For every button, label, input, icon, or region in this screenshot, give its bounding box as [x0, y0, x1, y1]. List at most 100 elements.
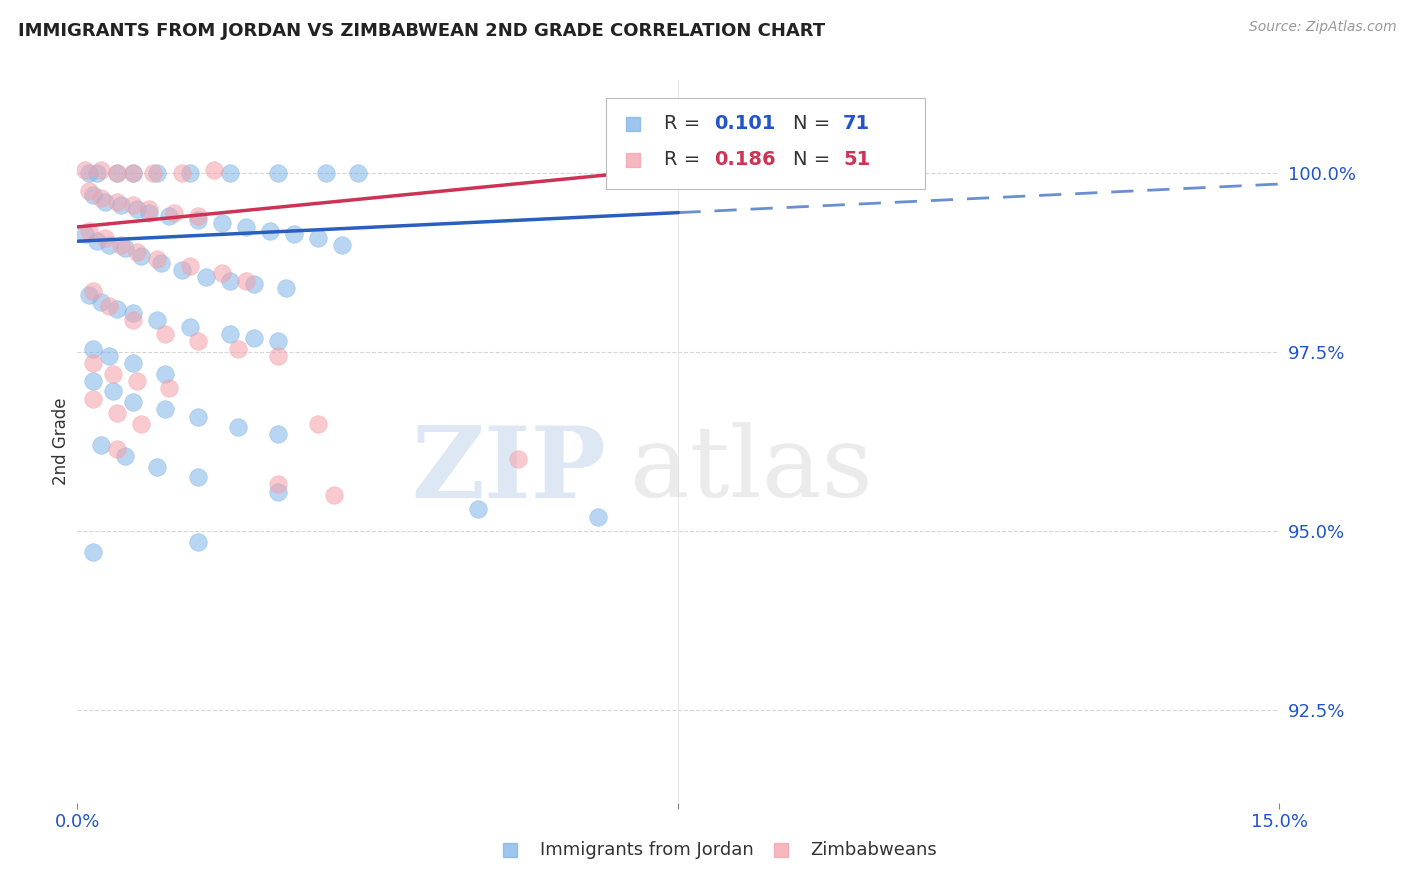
Point: [330, 237, 353, 252]
Point: [226, 342, 249, 356]
Point: [86, 166, 108, 180]
Point: [170, 166, 193, 180]
Point: [155, 367, 177, 381]
Point: [82, 356, 104, 370]
Point: [107, 194, 129, 209]
Point: [267, 349, 290, 363]
Text: R =: R =: [664, 114, 706, 133]
Point: [82, 392, 104, 406]
Point: [179, 260, 201, 274]
Point: [162, 205, 184, 219]
Point: [127, 244, 149, 259]
Point: [267, 484, 290, 499]
Point: [82, 374, 104, 388]
Point: [103, 384, 125, 399]
Point: [218, 327, 240, 342]
Point: [226, 420, 249, 434]
Text: IMMIGRANTS FROM JORDAN VS ZIMBABWEAN 2ND GRADE CORRELATION CHART: IMMIGRANTS FROM JORDAN VS ZIMBABWEAN 2ND…: [18, 22, 825, 40]
Point: [179, 166, 201, 180]
Point: [107, 302, 129, 317]
Point: [107, 406, 129, 420]
Point: [187, 212, 209, 227]
Point: [588, 509, 610, 524]
Point: [98, 349, 121, 363]
Point: [122, 198, 145, 212]
Point: [79, 288, 101, 302]
Point: [150, 256, 173, 270]
Point: [146, 459, 169, 474]
Point: [146, 313, 169, 327]
Point: [146, 166, 169, 180]
Point: [79, 166, 101, 180]
Text: R =: R =: [664, 150, 706, 169]
Point: [242, 331, 264, 345]
Point: [218, 166, 240, 180]
Point: [90, 295, 112, 310]
Point: [315, 166, 337, 180]
Point: [347, 166, 370, 180]
Point: [508, 452, 530, 467]
Point: [98, 237, 121, 252]
Point: [187, 334, 209, 349]
Point: [122, 395, 145, 409]
Point: [94, 194, 117, 209]
Point: [267, 334, 290, 349]
Point: [86, 234, 108, 248]
Point: [131, 248, 153, 262]
Point: [194, 270, 217, 285]
Point: [82, 285, 104, 299]
Point: [107, 166, 129, 180]
Point: [307, 417, 329, 431]
Point: [187, 409, 209, 424]
Text: Immigrants from Jordan: Immigrants from Jordan: [540, 841, 754, 859]
FancyBboxPatch shape: [606, 98, 925, 189]
Point: [82, 187, 104, 202]
Point: [283, 227, 305, 241]
Point: [98, 299, 121, 313]
Point: [122, 306, 145, 320]
Point: [82, 545, 104, 559]
Point: [138, 205, 160, 219]
Point: [114, 241, 136, 255]
Point: [267, 477, 290, 491]
Point: [110, 237, 132, 252]
Point: [187, 470, 209, 484]
Point: [274, 281, 297, 295]
Point: [170, 263, 193, 277]
Point: [122, 313, 145, 327]
Point: [267, 427, 290, 442]
Point: [322, 488, 344, 502]
Point: [75, 227, 97, 241]
Point: [187, 534, 209, 549]
Point: [211, 267, 233, 281]
Point: [131, 417, 153, 431]
Point: [110, 198, 132, 212]
Point: [107, 166, 129, 180]
Point: [187, 209, 209, 223]
Point: [235, 274, 257, 288]
Point: [259, 223, 281, 237]
Point: [114, 449, 136, 463]
Point: [79, 184, 101, 198]
Point: [267, 166, 290, 180]
Point: [467, 502, 489, 516]
Point: [82, 342, 104, 356]
Point: [159, 381, 181, 395]
Text: N =: N =: [793, 114, 837, 133]
Point: [94, 230, 117, 244]
Text: Source: ZipAtlas.com: Source: ZipAtlas.com: [1249, 20, 1396, 34]
Text: 0.101: 0.101: [714, 114, 776, 133]
Text: 71: 71: [844, 114, 870, 133]
Text: Zimbabweans: Zimbabweans: [811, 841, 938, 859]
Text: 51: 51: [844, 150, 870, 169]
Point: [142, 166, 165, 180]
Point: [307, 230, 329, 244]
Point: [75, 162, 97, 177]
Point: [155, 327, 177, 342]
Point: [122, 166, 145, 180]
Point: [159, 209, 181, 223]
Point: [127, 374, 149, 388]
Point: [748, 141, 770, 155]
Point: [122, 166, 145, 180]
Point: [79, 223, 101, 237]
